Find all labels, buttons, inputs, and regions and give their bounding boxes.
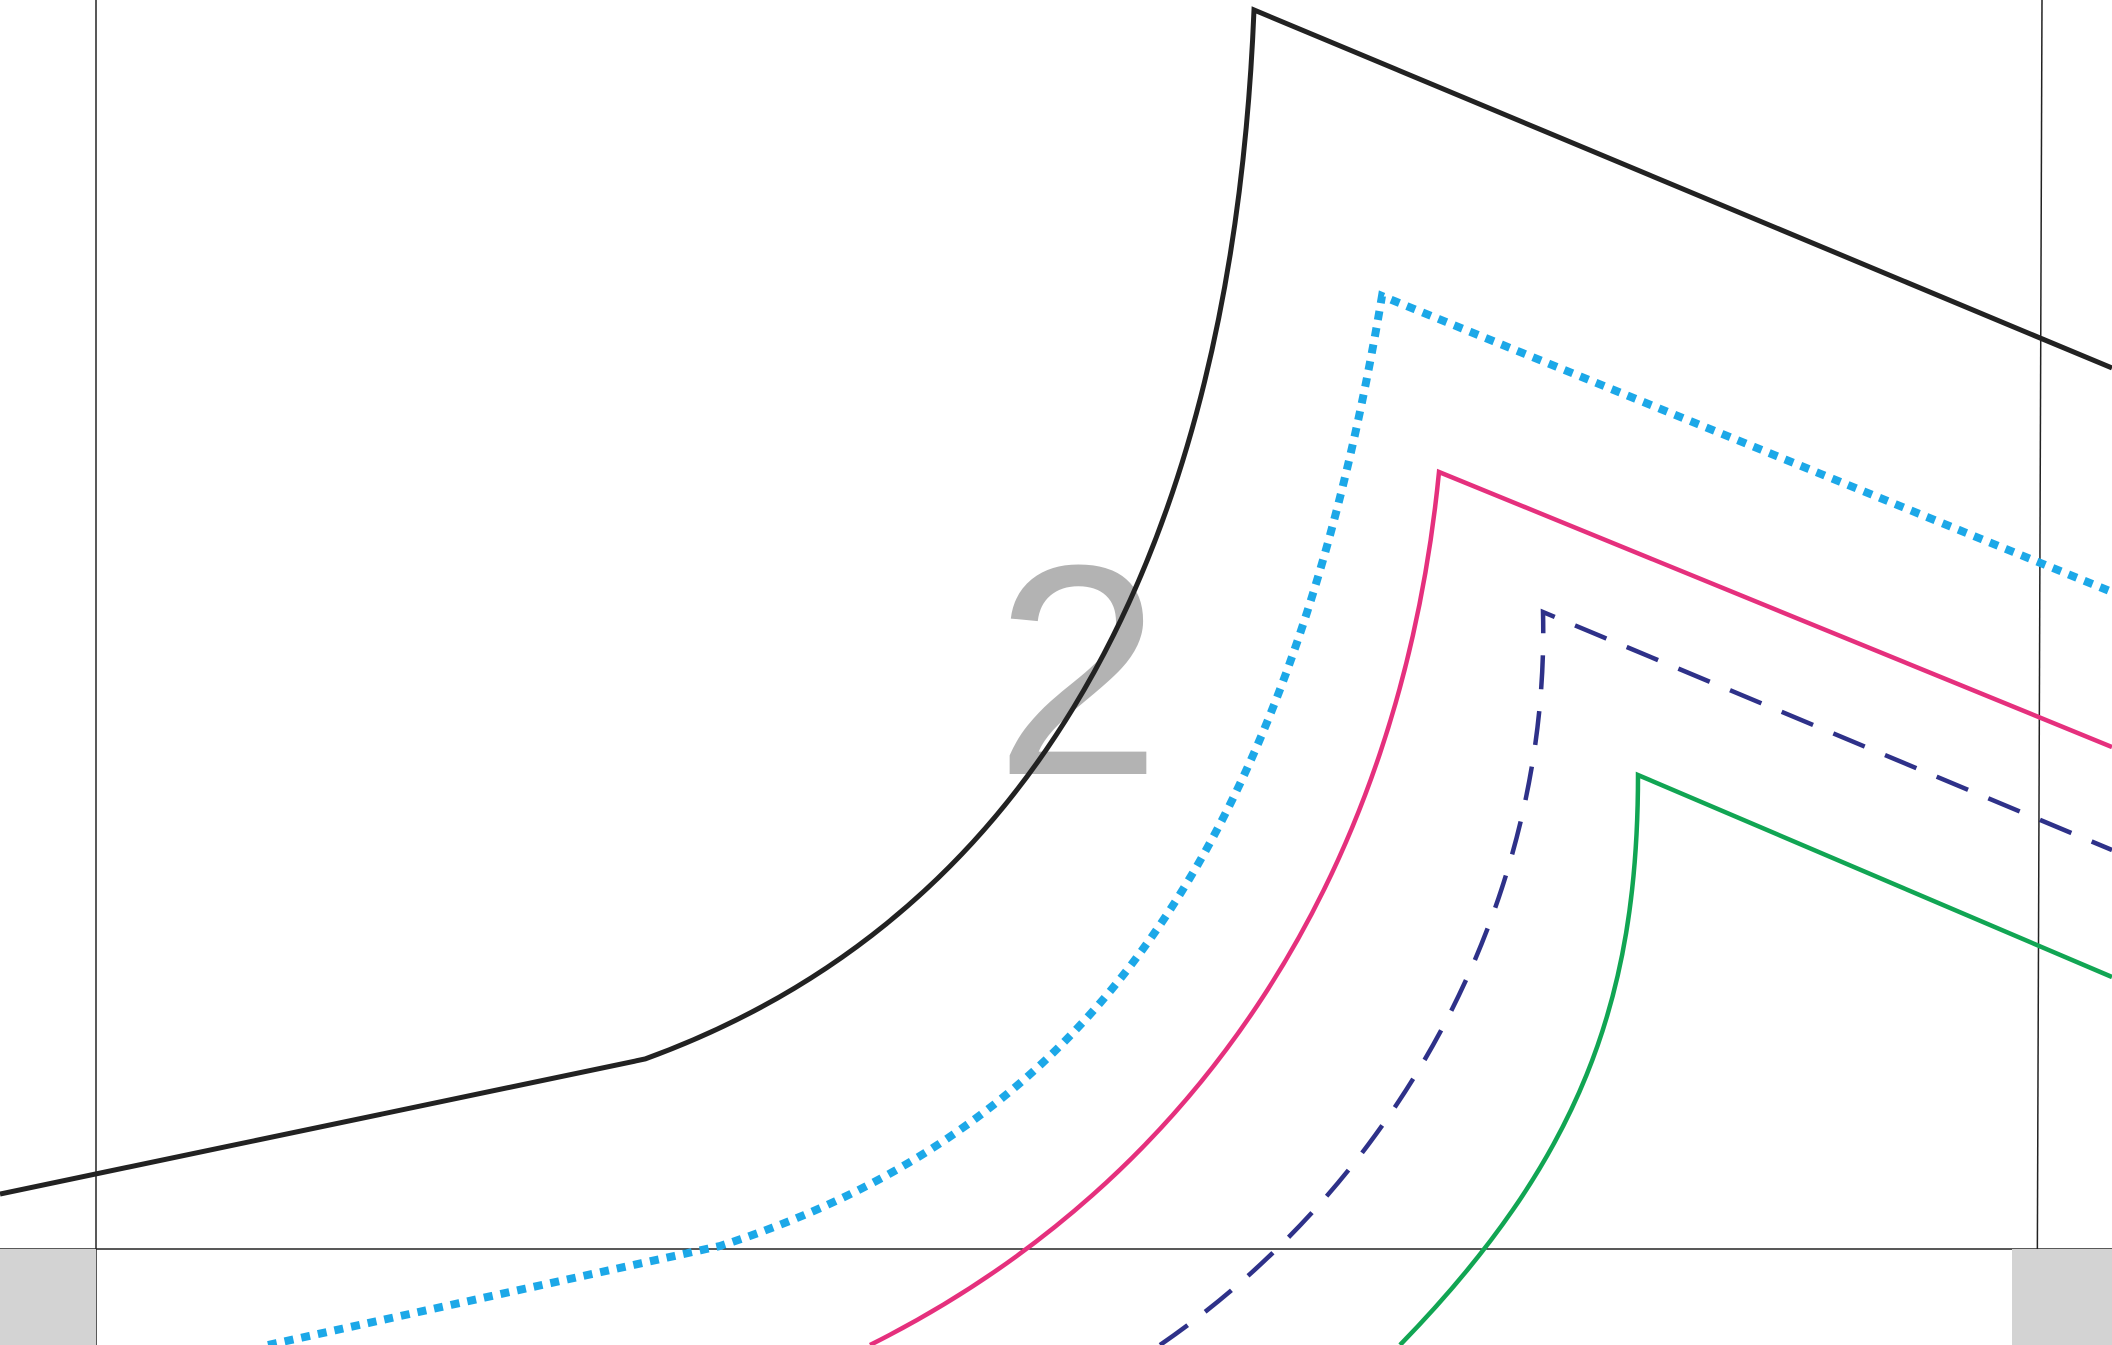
blue-dotted-line	[267, 290, 2112, 1345]
bottom-right-corner-tab	[2012, 1249, 2112, 1345]
green-solid-line	[1398, 771, 2112, 1345]
outer-black-solid-line	[0, 6, 2112, 1197]
right-margin-line	[2036, 0, 2043, 1345]
bottom-left-corner-tab	[0, 1249, 96, 1345]
pink-solid-line	[868, 468, 2112, 1345]
navy-dashed-line	[1158, 608, 2112, 1345]
